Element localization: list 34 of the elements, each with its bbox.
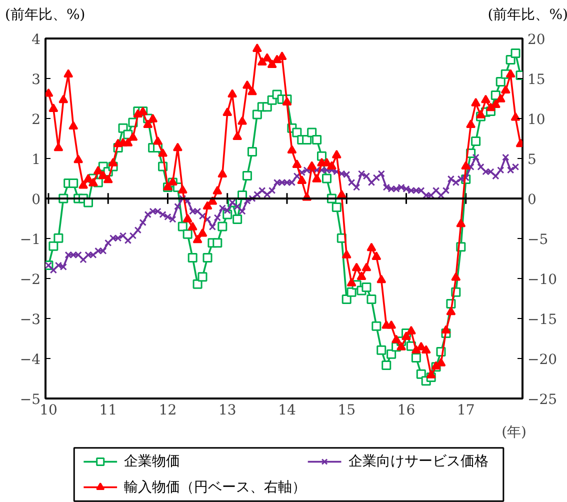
x-tick-label: 15 (338, 402, 356, 418)
legend-label: 企業向けサービス価格 (348, 454, 488, 470)
y-tick-label: 0 (32, 192, 41, 208)
x-tick-label: 17 (456, 402, 475, 418)
y2-tick-label: −20 (528, 352, 558, 368)
y-tick-label: −2 (20, 272, 41, 288)
y-axis-title: (前年比、%) (5, 6, 86, 25)
x-tick-label: 10 (40, 402, 58, 418)
x-tick-label: 14 (278, 402, 296, 418)
y2-tick-label: 5 (528, 152, 536, 168)
y-tick-label: 4 (32, 32, 41, 48)
y-tick-label: −1 (20, 232, 41, 248)
y2-tick-label: −15 (528, 312, 558, 328)
y2-tick-label: 15 (528, 72, 546, 88)
legend-label: 企業物価 (124, 454, 180, 470)
x-tick-label: 11 (99, 402, 118, 418)
y-tick-label: −4 (20, 352, 41, 368)
y-tick-label: 3 (32, 72, 41, 88)
y-tick-label: 2 (32, 112, 41, 128)
y2-tick-label: 0 (528, 192, 536, 208)
x-tick-label: 16 (397, 402, 416, 418)
x-axis-title: (年) (502, 424, 527, 440)
legend-label: 輸入物価（円ベース、右軸） (124, 479, 306, 496)
y-tick-label: 1 (32, 152, 41, 168)
y2-axis-title: (前年比、%) (488, 6, 567, 25)
y2-tick-label: −25 (528, 392, 558, 408)
y2-tick-label: −10 (528, 272, 558, 288)
y2-tick-label: 20 (528, 32, 546, 48)
y-tick-label: −3 (20, 312, 41, 328)
x-tick-label: 12 (158, 402, 177, 418)
y2-tick-label: −5 (528, 232, 548, 248)
y-tick-label: −5 (20, 392, 41, 408)
x-tick-label: 13 (218, 402, 236, 418)
y2-tick-label: 10 (528, 112, 546, 128)
